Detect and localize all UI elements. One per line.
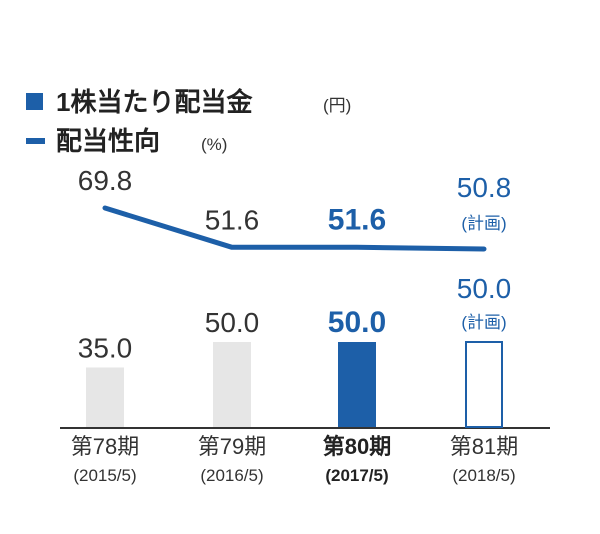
line-value-label-1: 51.6: [205, 204, 260, 235]
bar-value-label-2: 50.0: [328, 306, 386, 339]
category-sub-label-0: (2015/5): [73, 466, 136, 485]
legend-line-swatch: [26, 138, 45, 144]
legend-bar-swatch: [26, 93, 43, 110]
bar-1: [213, 342, 251, 427]
payout-ratio-line: [102, 205, 487, 252]
chart-marks: 35.0 50.0 50.0 50.0 (計画) 69.8 51.6 51.6 50.8 (計画): [78, 165, 512, 428]
category-sub-label-1: (2016/5): [200, 466, 263, 485]
category-label-0: 第78期: [71, 434, 139, 459]
legend-line-unit: (%): [201, 135, 227, 154]
legend-bar-unit: (円): [323, 96, 351, 115]
bar-3: [465, 341, 503, 428]
line-value-label-2: 51.6: [328, 203, 386, 236]
category-labels: 第78期 (2015/5) 第79期 (2016/5) 第80期 (2017/5) 第81期…: [71, 434, 518, 485]
category-label-1: 第79期: [198, 434, 266, 459]
bar-2: [338, 342, 376, 427]
category-sub-label-3: (2018/5): [452, 466, 515, 485]
legend-line-label: 配当性向: [56, 126, 160, 156]
legend: 1株当たり配当金 (円) 配当性向 (%): [26, 87, 351, 156]
line-value-label-0: 69.8: [78, 165, 133, 196]
line-value-label-3: 50.8: [457, 172, 512, 203]
category-label-2: 第80期: [323, 434, 391, 459]
bar-value-label-0: 35.0: [78, 333, 133, 364]
category-sub-label-2: (2017/5): [325, 466, 388, 485]
bar-plan-note: (計画): [461, 313, 506, 332]
legend-bar-label: 1株当たり配当金: [56, 87, 253, 117]
bar-0: [86, 367, 124, 427]
line-plan-note: (計画): [461, 214, 506, 233]
bar-value-label-1: 50.0: [205, 307, 260, 338]
category-label-3: 第81期: [450, 434, 518, 459]
bar-value-label-3: 50.0: [457, 273, 512, 304]
